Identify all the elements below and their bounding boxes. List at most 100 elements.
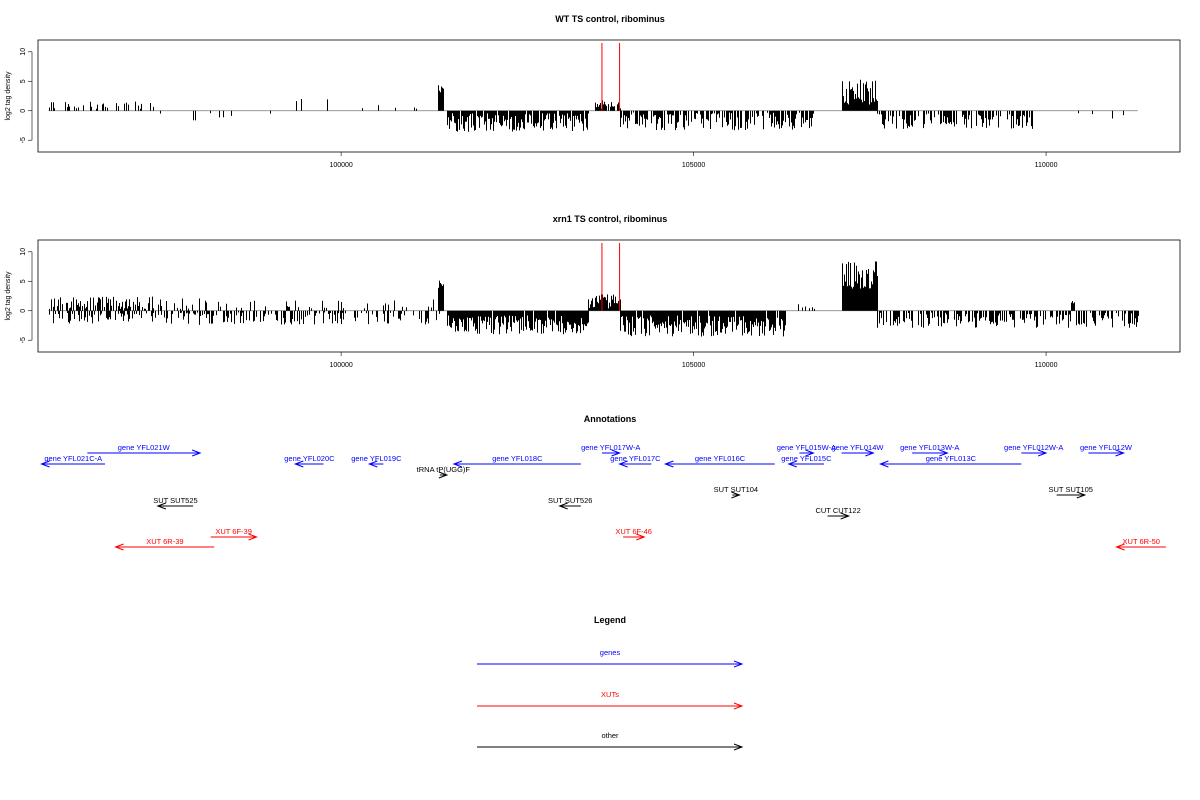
- arrowhead: [40, 460, 50, 468]
- annotation-feature: tRNA tP(UGG)F: [417, 465, 470, 479]
- feature-label: CUT CUT122: [815, 506, 860, 515]
- annotation-feature: gene YFL021C-A: [40, 454, 105, 468]
- arrowhead: [805, 449, 815, 457]
- panel-xrn1-ylabel: log2 tag density: [5, 271, 12, 321]
- annotation-feature: gene YFL012W: [1080, 443, 1133, 457]
- legend-entry-other: other: [477, 731, 744, 751]
- legend-items: genes XUTs other: [477, 648, 744, 751]
- annotation-feature: XUT 6R-39: [114, 537, 215, 551]
- x-tick-label: 100000: [329, 362, 352, 369]
- feature-label: gene YFL012W-A: [1004, 443, 1063, 452]
- arrowhead: [731, 491, 741, 499]
- panel-xrn1: xrn1 TS control, ribominus log2 tag dens…: [5, 214, 1181, 369]
- arrowhead: [787, 460, 797, 468]
- y-tick-label: 0: [20, 109, 27, 113]
- annotation-feature: XUT 6F-46: [615, 527, 652, 541]
- annotation-feature: XUT 6R-50: [1115, 537, 1166, 551]
- annotation-features: gene YFL021W gene YFL021C-A gene YFL020C ge…: [40, 443, 1166, 551]
- x-tick-label: 100000: [329, 162, 352, 169]
- feature-label: gene YFL019C: [351, 454, 402, 463]
- annotation-feature: gene YFL012W-A: [1004, 443, 1063, 457]
- annotation-feature: gene YFL014W: [831, 443, 884, 457]
- panel-xrn1-frame: [37, 239, 1181, 353]
- x-tick-label: 105000: [682, 362, 705, 369]
- annotation-feature: CUT CUT122: [815, 506, 861, 520]
- arrowhead: [733, 743, 744, 751]
- feature-label: gene YFL012W: [1080, 443, 1133, 452]
- panel-wt-bars: [48, 42, 1138, 132]
- annotation-feature: SUT SUT526: [548, 496, 592, 510]
- arrowhead: [618, 460, 628, 468]
- panel-wt-frame: [37, 39, 1181, 153]
- panel-wt-ylabel: log2 tag density: [5, 71, 12, 121]
- feature-label: XUT 6F-46: [615, 527, 652, 536]
- legend-label: genes: [600, 648, 621, 657]
- annotation-feature: SUT SUT525: [153, 496, 198, 510]
- arrowhead: [840, 512, 851, 520]
- feature-label: gene YFL014W: [831, 443, 884, 452]
- annotation-feature: SUT SUT105: [1049, 485, 1093, 499]
- feature-label: gene YFL017W-A: [581, 443, 640, 452]
- annotation-feature: XUT 6F-39: [210, 527, 258, 541]
- x-tick-label: 110000: [1035, 162, 1058, 169]
- feature-label: XUT 6R-50: [1123, 537, 1160, 546]
- feature-label: gene YFL016C: [695, 454, 746, 463]
- legend-label: XUTs: [601, 690, 619, 699]
- annotation-feature: gene YFL016C: [663, 454, 775, 468]
- arrowhead: [191, 449, 202, 457]
- arrowhead: [248, 533, 258, 541]
- feature-label: SUT SUT104: [714, 485, 758, 494]
- arrowhead: [939, 449, 949, 457]
- y-tick-label: 10: [20, 48, 27, 56]
- arrowhead: [733, 702, 744, 710]
- annotation-feature: gene YFL020C: [284, 454, 335, 468]
- panel-wt-title: WT TS control, ribominus: [555, 14, 665, 24]
- panel-xrn1-axes: -5 0 5 10 100000 105000 110000: [20, 248, 1058, 369]
- y-tick-label: 10: [20, 248, 27, 256]
- arrowhead: [438, 471, 449, 479]
- legend-entry-xuts: XUTs: [477, 690, 744, 710]
- annotation-feature: gene YFL018C: [452, 454, 581, 468]
- feature-label: gene YFL013W-A: [900, 443, 959, 452]
- feature-label: SUT SUT525: [153, 496, 197, 505]
- feature-label: gene YFL020C: [284, 454, 335, 463]
- y-tick-label: 5: [20, 79, 27, 83]
- arrowhead: [733, 660, 744, 668]
- x-tick-label: 110000: [1035, 362, 1058, 369]
- feature-label: gene YFL021C-A: [44, 454, 102, 463]
- arrowhead: [636, 533, 646, 541]
- annotation-feature: gene YFL017C: [610, 454, 661, 468]
- panel-wt-axes: -5 0 5 10 100000 105000 110000: [20, 48, 1058, 169]
- x-tick-label: 105000: [682, 162, 705, 169]
- feature-label: SUT SUT526: [548, 496, 592, 505]
- y-tick-label: -5: [20, 337, 27, 343]
- panel-wt: WT TS control, ribominus log2 tag densit…: [5, 14, 1181, 169]
- annotation-feature: gene YFL015C: [781, 454, 832, 468]
- arrowhead: [865, 449, 875, 457]
- legend: Legend genes XUTs other: [477, 615, 744, 751]
- arrowhead: [1115, 449, 1126, 457]
- annotation-feature: gene YFL013W-A: [900, 443, 959, 457]
- annotation-feature: gene YFL021W: [87, 443, 202, 457]
- y-tick-label: -5: [20, 137, 27, 143]
- feature-label: gene YFL015C: [781, 454, 832, 463]
- y-tick-label: 5: [20, 279, 27, 283]
- feature-label: gene YFL017C: [610, 454, 661, 463]
- arrowhead: [156, 502, 167, 510]
- annotation-feature: gene YFL015W-A: [777, 443, 836, 457]
- annotation-feature: gene YFL019C: [351, 454, 402, 468]
- panel-xrn1-bars: [48, 242, 1139, 337]
- annotations-title: Annotations: [584, 414, 637, 424]
- legend-entry-genes: genes: [477, 648, 744, 668]
- arrowhead: [452, 460, 463, 468]
- feature-label: gene YFL021W: [118, 443, 171, 452]
- feature-label: gene YFL013C: [926, 454, 977, 463]
- arrowhead: [1076, 491, 1087, 499]
- legend-title: Legend: [594, 615, 626, 625]
- arrowhead: [367, 460, 378, 468]
- legend-label: other: [601, 731, 619, 740]
- panel-xrn1-title: xrn1 TS control, ribominus: [553, 214, 668, 224]
- arrowhead: [663, 460, 674, 468]
